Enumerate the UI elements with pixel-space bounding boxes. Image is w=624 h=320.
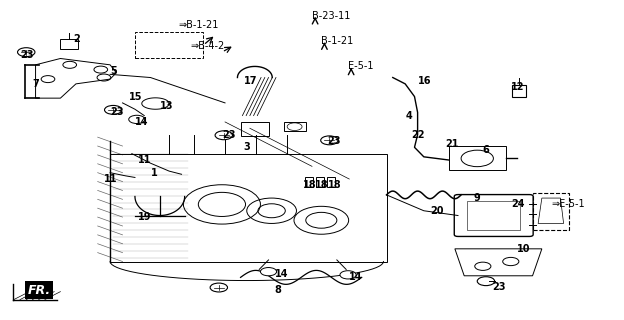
Circle shape bbox=[340, 271, 356, 279]
Text: 10: 10 bbox=[517, 244, 530, 254]
Text: 20: 20 bbox=[430, 206, 444, 216]
Text: B-1-21: B-1-21 bbox=[321, 36, 354, 46]
Bar bbox=[327, 177, 335, 187]
Text: 6: 6 bbox=[483, 146, 490, 156]
Bar bbox=[467, 201, 520, 230]
Text: 1: 1 bbox=[150, 168, 157, 178]
Text: 11: 11 bbox=[104, 174, 117, 184]
Bar bbox=[135, 32, 203, 59]
Text: 2: 2 bbox=[73, 35, 80, 44]
Text: 14: 14 bbox=[275, 269, 288, 279]
Circle shape bbox=[260, 268, 276, 276]
Text: 18: 18 bbox=[303, 180, 316, 190]
Circle shape bbox=[215, 131, 233, 140]
Bar bbox=[533, 193, 569, 230]
Text: 19: 19 bbox=[138, 212, 152, 222]
Text: 12: 12 bbox=[511, 82, 524, 92]
Text: 7: 7 bbox=[32, 79, 39, 89]
Bar bbox=[61, 39, 78, 49]
Circle shape bbox=[104, 105, 122, 114]
Circle shape bbox=[210, 283, 228, 292]
Text: 21: 21 bbox=[446, 139, 459, 149]
Text: 13: 13 bbox=[160, 101, 173, 111]
Text: 14: 14 bbox=[135, 117, 149, 127]
Text: 22: 22 bbox=[411, 130, 425, 140]
Text: 24: 24 bbox=[511, 199, 524, 209]
Text: ⇒E-5-1: ⇒E-5-1 bbox=[551, 199, 585, 209]
Bar bbox=[316, 177, 324, 187]
Bar bbox=[449, 146, 506, 170]
Text: 4: 4 bbox=[405, 111, 412, 121]
Text: 23: 23 bbox=[222, 130, 235, 140]
Text: 8: 8 bbox=[275, 285, 281, 295]
Text: 18: 18 bbox=[328, 180, 341, 190]
Text: ⇒B-4-2: ⇒B-4-2 bbox=[191, 41, 225, 51]
Text: 23: 23 bbox=[328, 136, 341, 146]
Text: 23: 23 bbox=[110, 108, 124, 117]
Text: ⇒B-1-21: ⇒B-1-21 bbox=[178, 20, 219, 30]
Text: 18: 18 bbox=[315, 180, 329, 190]
Text: 23: 23 bbox=[492, 282, 505, 292]
Text: 3: 3 bbox=[243, 142, 250, 152]
Text: E-5-1: E-5-1 bbox=[348, 61, 374, 71]
Text: 15: 15 bbox=[129, 92, 142, 101]
Circle shape bbox=[321, 136, 338, 145]
Text: 16: 16 bbox=[417, 76, 431, 86]
Text: 23: 23 bbox=[20, 50, 34, 60]
Circle shape bbox=[129, 115, 145, 124]
Bar bbox=[305, 177, 313, 187]
Text: 9: 9 bbox=[474, 193, 480, 203]
Text: 14: 14 bbox=[349, 272, 363, 282]
Bar bbox=[512, 84, 525, 97]
Text: 5: 5 bbox=[110, 66, 117, 76]
Text: B-23-11: B-23-11 bbox=[312, 11, 350, 21]
Text: 17: 17 bbox=[243, 76, 257, 86]
Text: FR.: FR. bbox=[27, 284, 51, 297]
Circle shape bbox=[17, 48, 35, 57]
Text: 11: 11 bbox=[138, 155, 152, 165]
